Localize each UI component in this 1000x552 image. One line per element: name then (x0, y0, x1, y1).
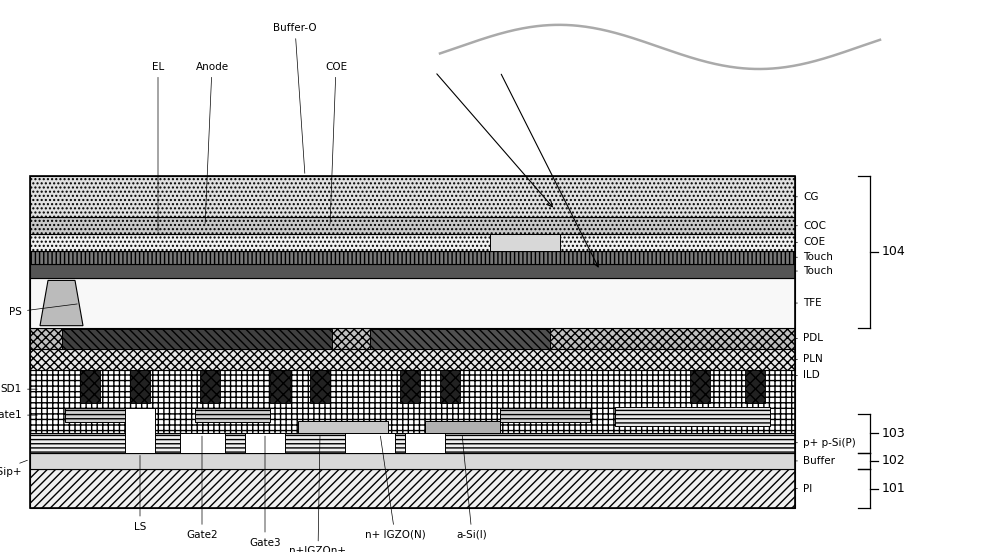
Text: a-Si(I): a-Si(I) (457, 436, 487, 540)
Bar (30, 251, 795, 264)
Text: p+ p-Si(P): p+ p-Si(P) (795, 438, 856, 448)
Text: Gate2: Gate2 (186, 436, 218, 540)
Bar (690, 370, 710, 403)
Text: Gate1: Gate1 (0, 410, 37, 420)
Bar (425, 421, 500, 433)
Bar (615, 407, 770, 426)
Bar (440, 370, 460, 403)
Bar (30, 278, 795, 328)
Text: ILD: ILD (795, 370, 820, 380)
Bar (30, 176, 795, 217)
Bar (195, 408, 270, 422)
Text: Touch: Touch (795, 252, 833, 262)
Bar (345, 433, 395, 453)
Text: PS: PS (9, 304, 77, 317)
Bar (270, 370, 290, 403)
Text: COE: COE (325, 62, 347, 224)
Polygon shape (490, 234, 560, 251)
Bar (500, 408, 590, 422)
Bar (400, 370, 420, 403)
Text: 102: 102 (882, 454, 906, 468)
Text: TFE: TFE (795, 298, 822, 308)
Bar (30, 349, 795, 370)
Text: n+IGZOn+: n+IGZOn+ (290, 436, 347, 552)
Text: Buffer-O: Buffer-O (273, 23, 317, 173)
Bar (245, 433, 285, 453)
Text: PI: PI (795, 484, 812, 493)
Bar (180, 433, 225, 453)
Bar (30, 370, 795, 433)
Text: n+ IGZO(N): n+ IGZO(N) (365, 436, 425, 540)
Bar (370, 329, 550, 349)
Bar (30, 217, 795, 234)
Bar (310, 370, 330, 403)
Bar (65, 408, 140, 422)
Text: EL: EL (152, 62, 164, 231)
Bar (30, 264, 795, 278)
Text: Touch: Touch (795, 266, 833, 276)
Text: LS: LS (134, 455, 146, 532)
Bar (30, 433, 795, 453)
Bar (30, 176, 795, 508)
Bar (30, 234, 795, 251)
Bar (62, 329, 332, 349)
Text: PLN: PLN (795, 354, 823, 364)
Bar (298, 421, 388, 433)
Polygon shape (40, 280, 83, 326)
Text: CG: CG (795, 192, 818, 202)
Text: p+p-Sip+: p+p-Sip+ (0, 460, 27, 477)
Bar (30, 328, 795, 349)
Bar (125, 408, 155, 453)
Bar (745, 370, 765, 403)
Text: COC: COC (795, 221, 826, 231)
Text: 103: 103 (882, 427, 906, 440)
Bar (130, 370, 150, 403)
Text: SD1: SD1 (1, 384, 37, 394)
Text: 101: 101 (882, 482, 906, 495)
Text: Anode: Anode (195, 62, 229, 224)
Text: 104: 104 (882, 246, 906, 258)
Text: Buffer: Buffer (795, 456, 835, 466)
Bar (405, 433, 445, 453)
Text: Gate3: Gate3 (249, 436, 281, 548)
Bar (30, 453, 795, 469)
Bar (30, 469, 795, 508)
Bar (200, 370, 220, 403)
Text: PDL: PDL (795, 333, 823, 343)
Bar (80, 370, 100, 403)
Text: COE: COE (795, 237, 825, 247)
